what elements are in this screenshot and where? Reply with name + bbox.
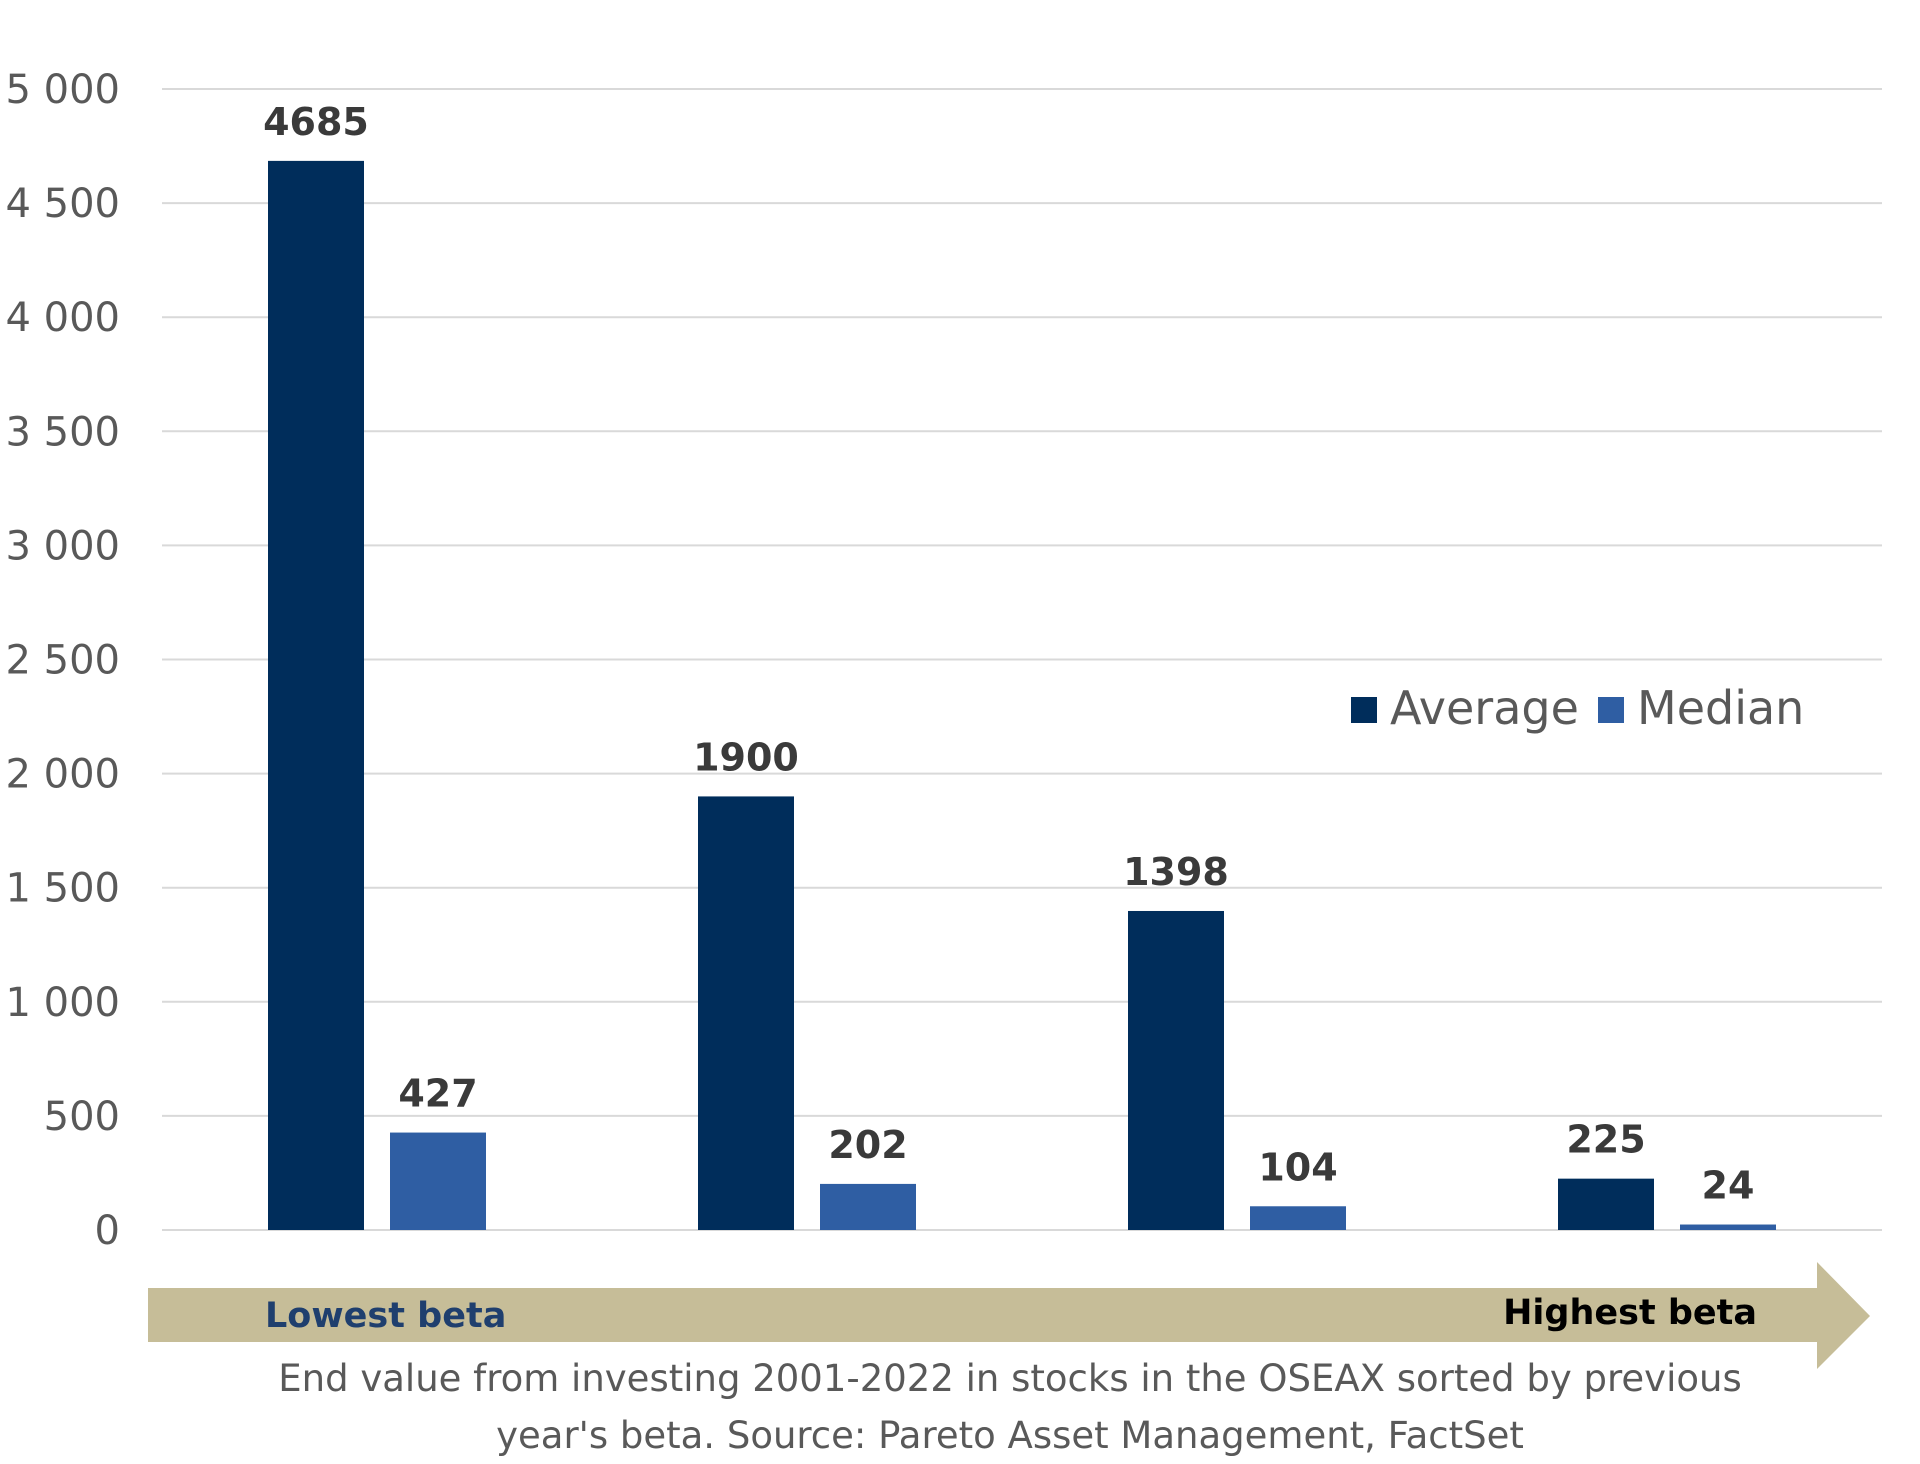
bar-median: [1680, 1224, 1776, 1230]
y-tick-label: 2 500: [5, 638, 120, 684]
y-tick-label: 2 000: [5, 752, 120, 798]
bar-median: [820, 1183, 916, 1230]
gridlines: [162, 88, 1882, 1231]
arrow-label-lowest-beta: Lowest beta: [265, 1296, 506, 1336]
legend: Average Median: [1351, 681, 1804, 735]
data-label: 1398: [1123, 850, 1229, 894]
y-tick-label: 0: [95, 1208, 120, 1254]
data-label: 104: [1258, 1145, 1337, 1189]
beta-arrow: Lowest beta Highest beta: [148, 1262, 1870, 1369]
y-tick-label: 1 000: [5, 980, 120, 1026]
arrow-label-highest-beta: Highest beta: [1503, 1293, 1757, 1333]
beta-arrow-shape: [148, 1262, 1870, 1369]
data-label: 24: [1702, 1164, 1755, 1208]
y-tick-label: 3 000: [5, 523, 120, 569]
y-tick-label: 1 500: [5, 866, 120, 912]
y-tick-label: 500: [44, 1094, 120, 1140]
bar-average: [268, 160, 364, 1230]
legend-swatch-average: [1351, 697, 1377, 723]
data-label: 427: [398, 1072, 477, 1116]
caption-line-2: year's beta. Source: Pareto Asset Manage…: [496, 1414, 1524, 1457]
data-label: 4685: [263, 100, 369, 144]
bars: [268, 160, 1776, 1230]
y-tick-label: 3 500: [5, 409, 120, 455]
chart-caption: End value from investing 2001-2022 in st…: [260, 1350, 1760, 1464]
caption-line-1: End value from investing 2001-2022 in st…: [278, 1357, 1742, 1400]
data-labels: 4685 1900 1398 225 427 202 104 24: [263, 100, 1754, 1208]
data-label: 202: [828, 1123, 907, 1167]
y-tick-label: 4 500: [5, 181, 120, 227]
bar-average: [698, 796, 794, 1230]
legend-label-average: Average: [1390, 681, 1579, 735]
y-axis-ticks: 0 500 1 000 1 500 2 000 2 500 3 000 3 500 4 000 4…: [5, 67, 120, 1254]
y-tick-label: 5 000: [5, 67, 120, 113]
legend-label-median: Median: [1637, 681, 1804, 735]
bar-average: [1128, 910, 1224, 1230]
legend-swatch-median: [1598, 697, 1624, 723]
bar-median: [1250, 1206, 1346, 1230]
data-label: 1900: [693, 735, 799, 779]
bar-average: [1558, 1178, 1654, 1230]
bar-median: [390, 1132, 486, 1230]
data-label: 225: [1566, 1118, 1645, 1162]
y-tick-label: 4 000: [5, 295, 120, 341]
